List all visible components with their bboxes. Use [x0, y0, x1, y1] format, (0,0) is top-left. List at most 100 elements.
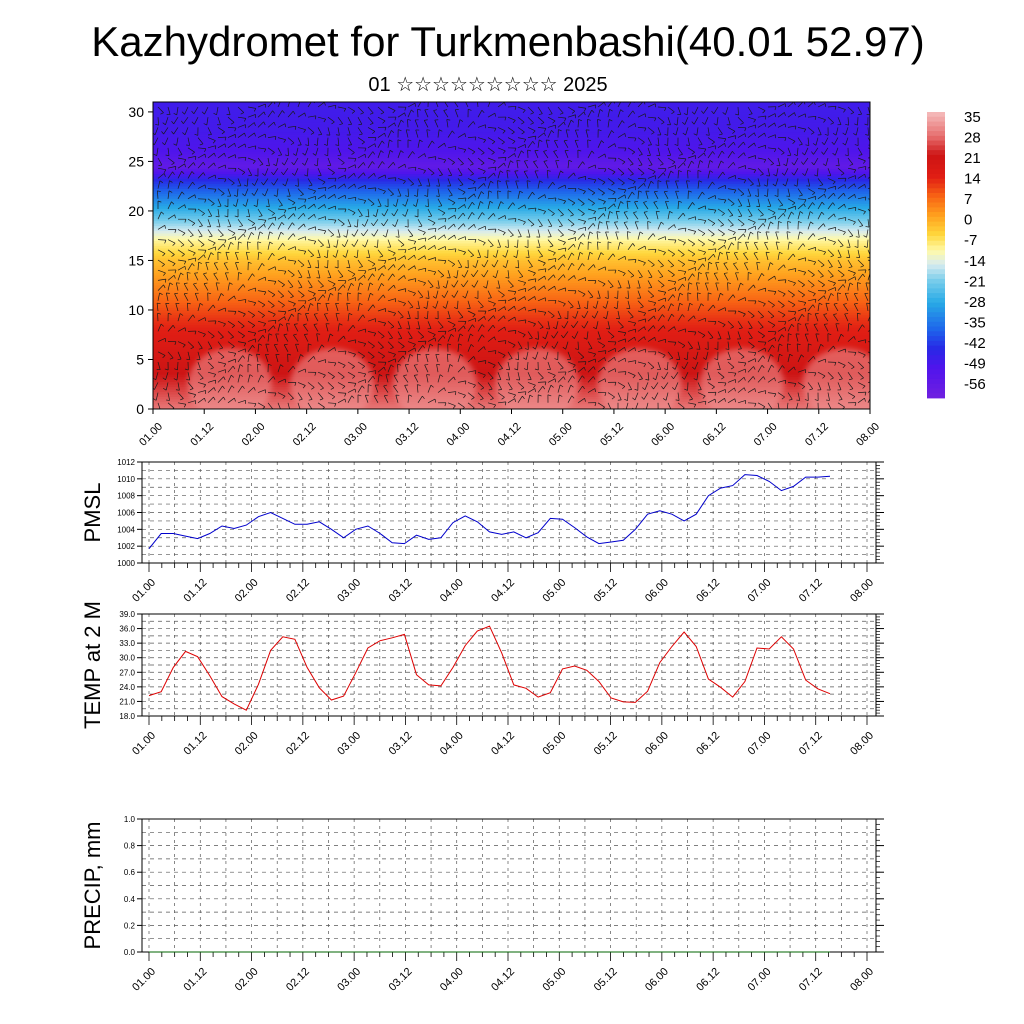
- wind-barb: [506, 170, 511, 172]
- wind-barb: [237, 348, 246, 353]
- wind-barb: [815, 410, 818, 411]
- wind-barb: [297, 112, 305, 118]
- wind-barb: [643, 211, 648, 213]
- wind-barb: [184, 266, 186, 270]
- wind-barb: [845, 137, 849, 146]
- cross-section-cell: [153, 275, 870, 279]
- wind-barb: [697, 331, 706, 336]
- wind-barb: [707, 127, 710, 136]
- wind-barb: [297, 304, 304, 312]
- wind-barb: [583, 221, 586, 225]
- wind-barb: [412, 151, 415, 155]
- wind-barb: [361, 355, 365, 359]
- wind-barb: [637, 318, 646, 322]
- wind-barb: [157, 106, 164, 113]
- wind-barb: [261, 315, 265, 318]
- wind-barb: [564, 371, 567, 376]
- wind-barb: [696, 282, 699, 291]
- wind-barb: [629, 316, 634, 319]
- wind-barb: [480, 306, 484, 309]
- colorbar-label: -7: [964, 232, 977, 249]
- wind-barb: [714, 321, 717, 325]
- wind-barb: [187, 392, 196, 395]
- wind-barb: [677, 402, 685, 409]
- wind-barb: [207, 304, 214, 312]
- wind-barb: [723, 199, 727, 204]
- wind-barb: [643, 183, 646, 187]
- wind-barb: [367, 172, 375, 179]
- wind-barb: [759, 326, 764, 329]
- wind-barb: [841, 274, 845, 278]
- wind-barb: [815, 137, 819, 146]
- wind-barb: [577, 226, 586, 230]
- wind-barb: [854, 123, 858, 126]
- wind-barb: [634, 137, 637, 142]
- wind-barb: [493, 172, 496, 177]
- wind-barb: [357, 172, 364, 179]
- wind-barb: [213, 387, 216, 391]
- wind-barb: [387, 139, 390, 148]
- wind-barb: [242, 355, 246, 359]
- wind-barb: [570, 119, 574, 123]
- wind-barb: [180, 180, 184, 184]
- wind-barb: [609, 286, 614, 289]
- wind-barb: [567, 384, 572, 393]
- wind-barb: [630, 275, 635, 278]
- wind-barb: [313, 314, 319, 322]
- wind-barb: [683, 162, 686, 166]
- wind-barb: [767, 290, 776, 292]
- colorbar-cell: [927, 293, 945, 299]
- wind-barb: [662, 398, 667, 401]
- wind-barb: [745, 242, 749, 250]
- wind-barb: [743, 179, 747, 184]
- wind-barb: [517, 137, 526, 140]
- wind-barb: [787, 280, 796, 284]
- wind-barb: [702, 121, 706, 125]
- wind-barb: [657, 157, 664, 165]
- wind-barb: [652, 171, 656, 175]
- wind-barb: [381, 283, 385, 287]
- wind-barb: [817, 211, 822, 220]
- cross-section-cell: [153, 158, 870, 162]
- wind-barb: [251, 192, 255, 196]
- wind-barb: [462, 191, 466, 195]
- wind-barb: [597, 402, 605, 408]
- wind-barb: [803, 157, 809, 165]
- wind-barb: [631, 191, 635, 195]
- cross-section-cell: [153, 287, 870, 291]
- wind-barb: [277, 392, 286, 397]
- wind-barb: [599, 221, 603, 224]
- wind-barb: [167, 351, 174, 359]
- wind-barb: [223, 243, 226, 248]
- wind-barb: [654, 351, 657, 356]
- wind-barb: [358, 215, 363, 217]
- wind-barb: [757, 300, 766, 304]
- wind-barb: [621, 386, 626, 390]
- wind-barb: [182, 232, 186, 236]
- wind-barb: [335, 303, 339, 312]
- wind-barb: [647, 308, 656, 312]
- wind-barb: [867, 187, 870, 189]
- wind-barb: [527, 296, 535, 302]
- wind-barb: [692, 273, 695, 277]
- wind-barb: [367, 341, 375, 347]
- colorbar-cell: [927, 140, 945, 146]
- wind-barb: [574, 129, 579, 138]
- wind-barb: [279, 323, 284, 326]
- wind-barb: [615, 410, 618, 411]
- wind-barb: [517, 269, 524, 277]
- wind-barb: [417, 384, 421, 386]
- wind-barb: [207, 331, 215, 337]
- wind-barb: [591, 202, 595, 206]
- wind-barb: [727, 198, 735, 205]
- wind-barb: [267, 319, 276, 322]
- wind-barb: [171, 121, 174, 125]
- wind-barb: [477, 334, 483, 342]
- wind-barb: [313, 241, 317, 245]
- x-tick-label: 03.12: [387, 577, 415, 605]
- wind-barb: [372, 131, 376, 135]
- wind-barb: [220, 293, 224, 297]
- wind-barb: [595, 300, 599, 309]
- wind-barb: [354, 183, 356, 188]
- wind-barb: [235, 198, 239, 207]
